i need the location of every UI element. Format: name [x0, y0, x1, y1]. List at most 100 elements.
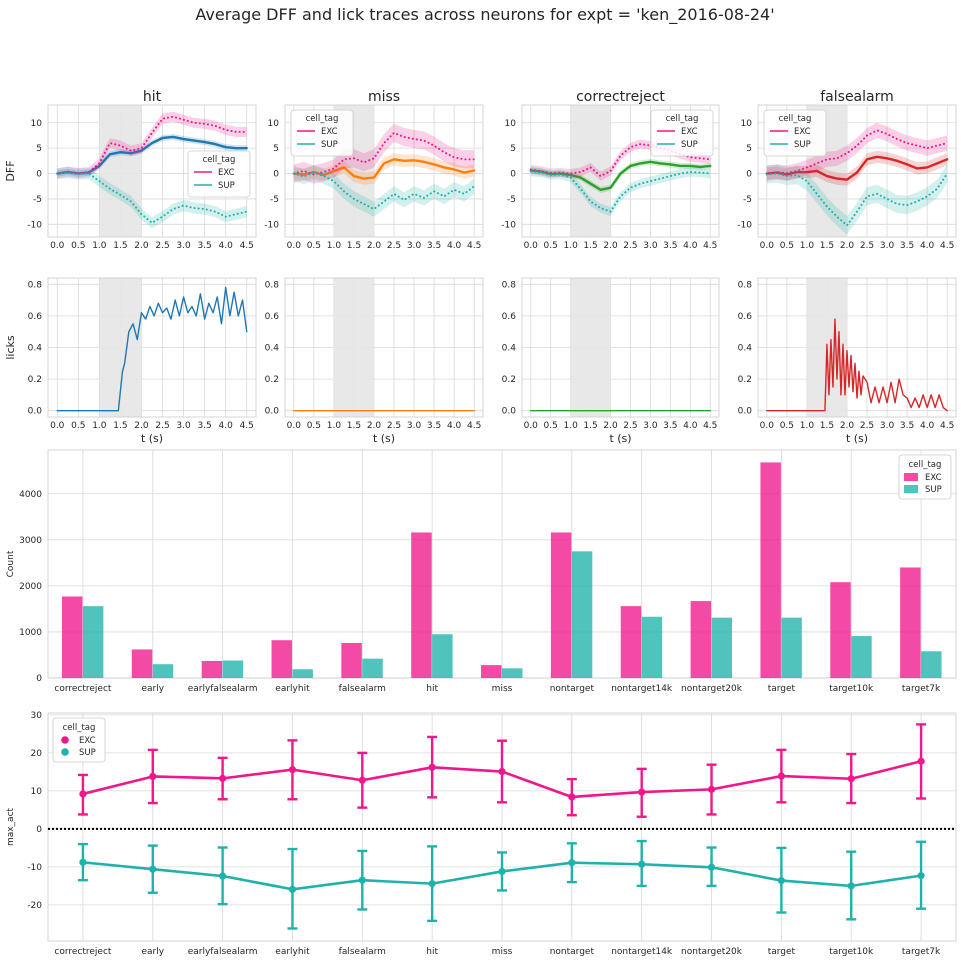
y-tick-label: 20: [31, 749, 43, 759]
x-tick-label: 4.5: [703, 421, 717, 431]
x-tick-label: 3.0: [643, 421, 658, 431]
x-tick-label: 3.5: [900, 241, 914, 251]
ci-band-sup: [530, 166, 711, 217]
y-tick-label: 0.4: [28, 344, 43, 354]
stimulus-window: [333, 278, 374, 417]
x-tick-label: 1.0: [800, 241, 815, 251]
panel-title: falsealarm: [820, 89, 894, 105]
x-tick-label: hit: [426, 947, 438, 957]
point-sup: [917, 872, 925, 880]
ci-band-mean: [766, 150, 948, 186]
x-tick-label: 3.5: [427, 421, 441, 431]
point-sup: [428, 880, 436, 888]
x-tick-label: 2.5: [860, 421, 874, 431]
x-tick-label: target: [768, 684, 796, 694]
x-tick-label: 2.0: [134, 241, 149, 251]
x-tick-label: 3.0: [643, 241, 658, 251]
x-tick-label: 0.5: [307, 421, 321, 431]
y-tick-label: 0: [36, 170, 42, 180]
x-axis-label: t (s): [141, 432, 163, 445]
ci-band-exc: [766, 122, 948, 182]
x-tick-label: earlyhit: [275, 947, 310, 957]
point-sup: [219, 872, 227, 880]
y-tick-label: 0.8: [28, 280, 43, 290]
y-tick-label: 5: [273, 144, 279, 154]
x-tick-label: 3.5: [197, 421, 211, 431]
x-tick-label: 3.0: [880, 241, 895, 251]
x-tick-label: 1.0: [800, 421, 815, 431]
y-tick-label: 5: [746, 144, 752, 154]
x-tick-label: 1.0: [327, 241, 342, 251]
legend-swatch-exc: [904, 473, 918, 481]
x-tick-label: 4.5: [703, 241, 717, 251]
bar-exc: [620, 606, 642, 678]
series-line-licks: [56, 286, 248, 412]
bar-sup: [152, 664, 174, 678]
x-tick-label: 1.0: [563, 241, 578, 251]
y-tick-label: -10: [737, 220, 752, 230]
point-sup: [847, 882, 855, 890]
legend-label-exc: EXC: [79, 736, 96, 746]
legend-label-exc: EXC: [925, 473, 942, 483]
chart-dff-hit: 0.0 0.5 1.0 1.5 2.0 2.5 3.0 3.5 4.0 4.5 -10 -5 0 5 10 h…: [4, 89, 257, 251]
y-tick-label: -5: [33, 195, 42, 205]
x-tick-label: 1.5: [113, 241, 127, 251]
y-tick-label: 0: [36, 825, 42, 835]
x-tick-label: 0.0: [50, 421, 65, 431]
y-axis-label: licks: [4, 335, 17, 360]
legend-label-sup: SUP: [79, 748, 96, 758]
x-tick-label: earlyfalsealarm: [188, 684, 258, 694]
x-tick-label: nontarget: [550, 684, 595, 694]
x-tick-label: 2.5: [155, 241, 169, 251]
bar-sup: [292, 669, 313, 678]
ci-band-sup: [766, 164, 948, 235]
y-tick-label: 10: [741, 119, 753, 129]
x-tick-label: 1.0: [92, 241, 107, 251]
legend-swatch-sup: [904, 485, 918, 493]
y-tick-label: 0.8: [738, 280, 753, 290]
x-tick-label: 0.0: [524, 421, 539, 431]
x-tick-label: 2.5: [387, 241, 401, 251]
x-tick-label: 0.0: [287, 241, 302, 251]
x-tick-label: 0.0: [760, 421, 775, 431]
x-tick-label: 4.0: [219, 241, 234, 251]
axes-frame: [284, 277, 484, 418]
x-tick-label: 1.0: [563, 421, 578, 431]
x-tick-label: falsealarm: [339, 684, 386, 694]
bar-exc: [341, 642, 362, 678]
x-tick-label: 1.0: [92, 421, 107, 431]
x-tick-label: 1.5: [820, 421, 834, 431]
bar-sup: [711, 617, 732, 678]
x-tick-label: 2.0: [367, 421, 382, 431]
point-exc: [428, 763, 436, 771]
series-line-sup: [292, 171, 476, 211]
x-axis-label: t (s): [846, 432, 868, 445]
x-tick-label: 4.0: [447, 241, 462, 251]
y-axis-label: max_act: [6, 807, 16, 846]
x-tick-label: nontarget20k: [681, 684, 743, 694]
series-line-licks: [766, 318, 948, 412]
x-tick-label: 3.0: [176, 421, 191, 431]
x-tick-label: 4.5: [467, 241, 481, 251]
x-tick-label: 1.5: [583, 241, 597, 251]
y-tick-label: 10: [31, 119, 43, 129]
y-tick-label: -20: [27, 901, 42, 911]
point-sup: [638, 860, 646, 868]
y-tick-label: -5: [743, 195, 752, 205]
bar-exc: [481, 665, 502, 678]
x-tick-label: 2.0: [840, 421, 855, 431]
y-tick-label: 0.2: [265, 375, 279, 385]
ci-band-exc: [57, 111, 247, 179]
bar-sup: [362, 658, 383, 678]
point-exc: [498, 767, 506, 776]
legend-title: cell_tag: [203, 155, 236, 165]
legend-label-exc: EXC: [681, 127, 698, 137]
y-tick-label: 10: [31, 787, 43, 797]
series-line-mean: [56, 135, 248, 175]
y-tick-label: -5: [270, 195, 279, 205]
x-tick-label: 2.5: [155, 421, 169, 431]
y-tick-label: 5: [510, 144, 516, 154]
y-tick-label: 2000: [19, 582, 42, 592]
y-tick-label: 0.0: [265, 407, 280, 417]
y-tick-label: 0.0: [738, 407, 753, 417]
